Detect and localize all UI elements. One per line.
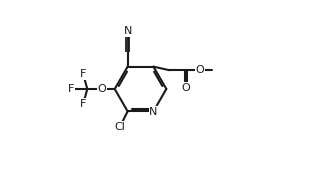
Text: F: F	[80, 99, 86, 109]
Text: O: O	[196, 65, 204, 75]
Text: O: O	[98, 84, 106, 94]
Text: F: F	[80, 69, 86, 79]
Text: O: O	[181, 83, 190, 93]
Text: Cl: Cl	[114, 122, 125, 132]
Text: F: F	[68, 84, 74, 94]
Text: N: N	[123, 26, 132, 36]
Text: N: N	[149, 107, 158, 117]
